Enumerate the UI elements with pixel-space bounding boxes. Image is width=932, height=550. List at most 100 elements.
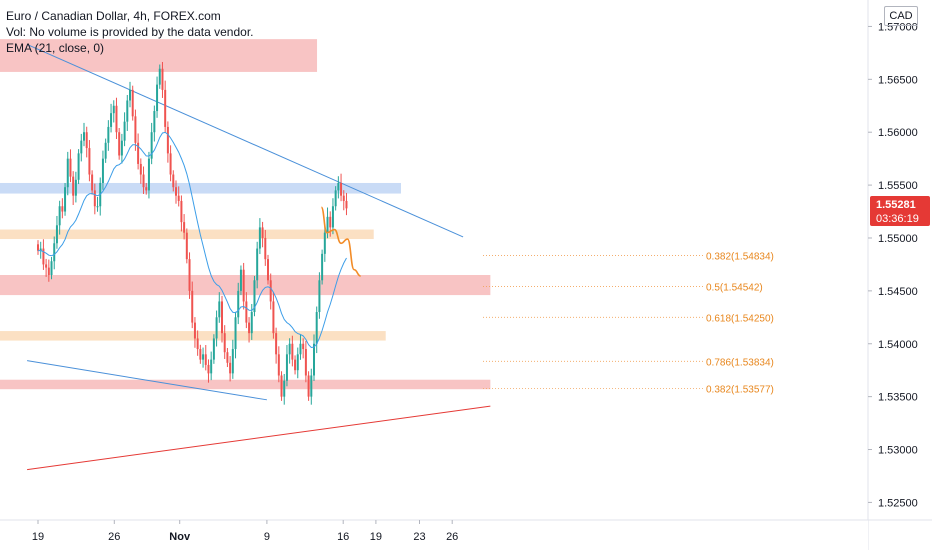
candle [215,310,218,347]
candle [302,338,305,359]
symbol-title[interactable]: Euro / Canadian Dollar, 4h, FOREX.com [6,9,221,23]
candle-body [275,333,278,355]
candle-body [85,132,88,149]
candle [42,239,45,270]
fib-label-2: 0.618(1.54250) [706,313,774,324]
time-tick-label-4: 16 [337,531,349,543]
candle [226,347,229,368]
candle [99,177,102,216]
candle [229,356,232,382]
price-tick-label-5: 1.54500 [878,286,918,298]
candle-body [153,111,156,133]
candle-body [294,359,297,371]
candle-body [39,248,42,251]
candle-body [280,375,283,397]
candle [220,295,223,343]
candle-body [215,317,218,339]
candle [269,273,272,310]
candle-body [93,190,96,207]
candle-body [47,267,50,275]
candle-body [169,153,172,175]
price-tick-label-2: 1.56000 [878,127,918,139]
candle-body [258,227,261,249]
fib-label-1: 0.5(1.54542) [706,282,763,293]
candle [329,211,332,237]
time-tick-label-6: 23 [413,531,425,543]
candle-body [82,132,85,141]
candle [107,120,110,151]
candle-body [337,182,340,191]
candle-body [183,222,186,233]
candle [299,334,302,360]
candle [166,121,169,163]
candle-body [61,206,64,212]
candle [128,81,131,108]
candle [261,221,264,248]
candle-body [166,126,169,154]
current-price-badge [870,196,930,226]
candle-body [334,190,337,207]
candle [45,258,48,277]
candle-body [199,349,202,360]
currency-badge[interactable]: CAD [884,6,918,26]
candle [188,252,191,299]
candle-body [120,140,123,156]
candle [50,257,53,280]
candle [142,166,145,194]
candle [318,272,321,319]
candle-body [318,280,321,313]
time-tick-label-2: Nov [169,531,191,543]
candle [66,151,69,196]
candle-body [161,68,164,90]
candle [340,173,343,202]
candle-body [310,375,313,397]
zone-band-3 [0,275,491,296]
candle-body [229,362,232,374]
ema-indicator-label[interactable]: EMA (21, close, 0) [6,41,105,55]
candle [172,170,175,192]
candle-body [296,354,299,371]
candle-body [101,158,104,183]
candle [156,76,159,118]
candle [104,138,107,163]
candle-body [340,182,343,196]
candle-body [42,248,45,265]
candle [256,241,259,289]
candle-body [145,187,148,191]
candle [37,240,39,255]
candle [283,374,286,405]
candle-body [323,232,326,254]
candle [150,122,153,165]
candle [91,170,94,195]
fib-label-4: 0.382(1.53577) [706,384,774,395]
candle-body [212,338,215,360]
candle [47,259,50,282]
trendline-2 [27,405,491,471]
candle-body [269,280,272,302]
candle [264,229,267,266]
candle [115,97,118,139]
candle-body [210,359,213,374]
candle [337,176,340,199]
candle-body [329,216,332,228]
candle-body [291,343,294,360]
candle [288,338,291,364]
candle-body [147,158,150,191]
price-tick-label-9: 1.52500 [878,497,918,509]
candle-body [345,200,348,209]
price-tick-label-7: 1.53500 [878,392,918,404]
candle-body [193,322,196,339]
candle [180,195,183,232]
candle [207,359,210,383]
candle-body [239,269,242,291]
candle [69,149,72,183]
candle [120,133,123,164]
candle-body [218,301,221,318]
candle-body [231,349,234,374]
candle [74,171,77,203]
candle-body [45,264,48,268]
candle [321,249,324,285]
candle [334,186,337,211]
candle [315,306,318,354]
